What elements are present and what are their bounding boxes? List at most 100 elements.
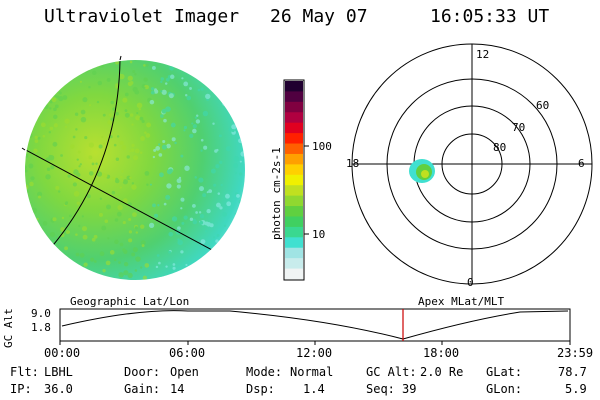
colorbar-tick-100: 100 [312,140,332,153]
image-speckle [240,151,245,157]
image-speckle [37,191,43,197]
image-speckle [150,90,155,95]
image-speckle [80,116,87,123]
gain-label: Gain: [124,382,161,396]
colorbar-band [285,153,303,165]
image-speckle [155,265,159,269]
image-speckle [81,215,84,218]
image-speckle [122,179,128,185]
image-speckle [36,102,39,106]
image-speckle [67,174,71,178]
image-speckle [204,257,208,260]
image-speckle [78,165,81,168]
image-speckle [171,137,176,142]
image-speckle [49,126,54,131]
image-speckle [65,230,70,235]
image-speckle [129,176,132,179]
image-speckle [156,254,160,257]
image-speckle [49,231,56,238]
image-speckle [121,170,124,173]
image-speckle [210,168,216,174]
image-speckle [226,68,232,74]
image-speckle [25,169,28,173]
image-speckle [86,194,91,199]
image-speckle [185,263,188,267]
image-speckle [141,244,145,248]
image-speckle [239,60,242,63]
image-speckle [231,129,235,133]
image-speckle [92,70,97,76]
image-speckle [189,133,194,138]
image-speckle [194,176,197,179]
image-speckle [160,275,166,280]
image-speckle [197,88,201,92]
image-speckle [115,85,119,89]
image-speckle [109,250,115,255]
geographic-label: Geographic Lat/Lon [70,295,190,308]
image-speckle [216,233,220,237]
image-speckle [84,187,88,191]
image-speckle [183,81,189,87]
image-speckle [239,130,245,136]
image-speckle [225,146,231,152]
image-speckle [197,63,202,68]
image-speckle [140,266,143,269]
image-speckle [53,114,58,120]
image-speckle [102,113,106,117]
image-speckle [134,148,140,154]
filter-label: Flt: [10,365,39,379]
image-speckle [144,171,150,176]
instrument-title: Ultraviolet Imager [44,6,240,27]
image-speckle [158,143,161,146]
image-speckle [76,158,79,161]
image-speckle [219,206,223,210]
image-speckle [74,112,79,116]
image-speckle [192,218,196,222]
image-speckle [151,65,156,70]
image-speckle [102,173,108,179]
image-speckle [68,167,74,174]
image-speckle [216,148,219,152]
image-speckle [25,126,28,132]
image-speckle [168,268,173,274]
image-speckle [144,263,150,268]
image-speckle [48,243,54,249]
image-speckle [160,114,164,118]
image-speckle [167,60,171,63]
image-speckle [238,199,243,204]
image-speckle [113,258,117,262]
image-speckle [61,68,67,74]
colorbar-band [285,258,303,270]
image-speckle [25,224,30,230]
image-speckle [81,226,88,232]
image-speckle [195,114,199,117]
image-speckle [128,230,133,234]
image-speckle [60,275,65,279]
image-speckle [31,66,37,72]
image-speckle [218,266,222,271]
image-speckle [165,271,170,275]
alt-tick-1.8: 1.8 [31,321,51,334]
image-speckle [34,139,39,144]
image-speckle [135,231,139,234]
glon-label: GLon: [486,382,523,396]
image-speckle [52,217,57,222]
image-speckle [131,143,135,148]
image-speckle [88,278,91,280]
image-speckle [162,139,166,144]
image-speckle [226,246,232,252]
image-speckle [26,232,29,235]
image-speckle [165,106,171,112]
image-speckle [145,63,149,67]
image-speckle [119,141,124,145]
image-speckle [164,82,168,85]
image-speckle [25,189,29,194]
image-speckle [206,208,211,214]
image-speckle [105,260,111,266]
image-speckle [155,146,161,151]
image-speckle [25,165,27,170]
image-speckle [53,123,59,128]
image-speckle [132,69,136,73]
image-speckle [215,164,220,169]
